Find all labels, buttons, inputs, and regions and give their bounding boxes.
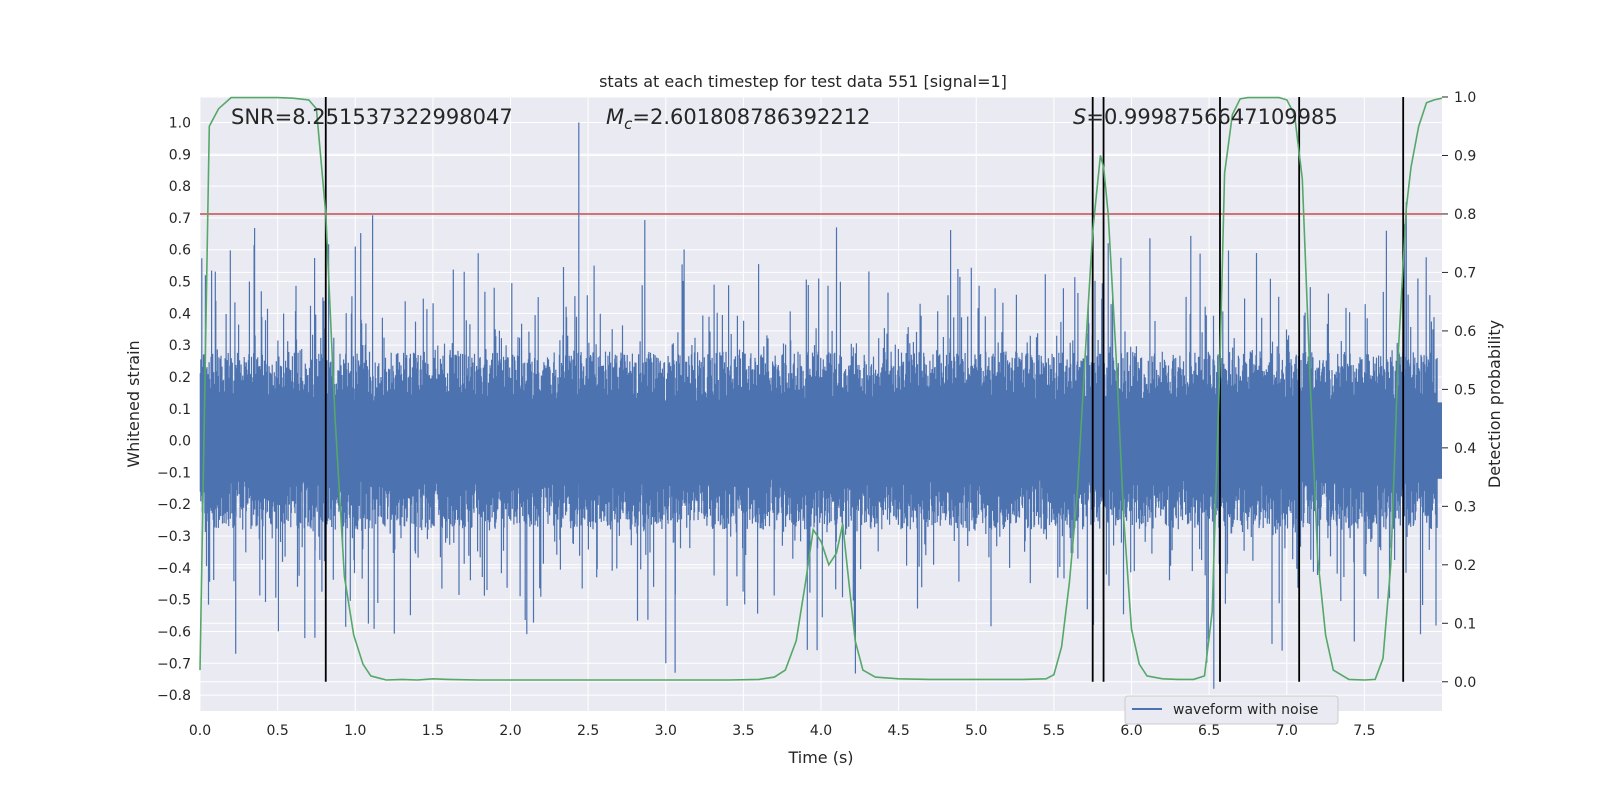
left-y-tick-label: 1.0 xyxy=(169,115,191,131)
x-tick-label: 3.0 xyxy=(655,723,677,739)
snr-annotation: SNR=8.251537322998047 xyxy=(231,105,513,129)
x-tick-label: 1.0 xyxy=(344,723,366,739)
left-y-tick-label: 0.0 xyxy=(169,434,191,450)
x-tick-label: 7.0 xyxy=(1276,723,1298,739)
x-tick-label: 4.0 xyxy=(810,723,832,739)
x-tick-label: 4.5 xyxy=(887,723,909,739)
x-tick-label: 3.5 xyxy=(732,723,754,739)
chirp-mass-subscript: c xyxy=(624,115,633,133)
chart-title: stats at each timestep for test data 551… xyxy=(599,72,1007,91)
right-y-axis-label: Detection probability xyxy=(1485,320,1504,488)
x-tick-label: 7.5 xyxy=(1353,723,1375,739)
score-symbol: S xyxy=(1073,105,1086,129)
left-y-axis-ticks: −0.8 −0.7 −0.6 −0.5 −0.4 −0.3 −0.2 −0.1 0.0 0.1 0.… xyxy=(157,115,191,704)
x-tick-label: 1.5 xyxy=(422,723,444,739)
chirp-mass-symbol: M xyxy=(606,105,624,129)
right-y-tick-label: 0.8 xyxy=(1454,207,1476,223)
left-y-tick-label: 0.2 xyxy=(169,370,191,386)
x-tick-label: 0.5 xyxy=(266,723,288,739)
right-y-tick-label: 0.0 xyxy=(1454,675,1476,691)
left-y-tick-label: −0.3 xyxy=(157,529,191,545)
legend-label: waveform with noise xyxy=(1173,702,1318,718)
left-y-tick-label: 0.6 xyxy=(169,243,191,259)
right-y-tick-label: 0.1 xyxy=(1454,616,1476,632)
left-y-tick-label: −0.5 xyxy=(157,593,191,609)
chirp-mass-annotation: Mc=2.601808786392212 xyxy=(606,105,870,133)
x-tick-label: 6.5 xyxy=(1198,723,1220,739)
left-y-tick-label: 0.5 xyxy=(169,275,191,291)
x-axis-ticks: 0.0 0.5 1.0 1.5 2.0 2.5 3.0 3.5 4.0 4.5 5.0 5.5 6.0 6… xyxy=(189,723,1376,739)
right-y-tick-label: 0.4 xyxy=(1454,441,1476,457)
right-y-tick-label: 0.2 xyxy=(1454,558,1476,574)
x-tick-label: 5.0 xyxy=(965,723,987,739)
chirp-mass-value: =2.601808786392212 xyxy=(632,105,870,129)
left-y-tick-label: −0.8 xyxy=(157,688,191,704)
waveform-spike-lines xyxy=(199,122,1438,689)
detection-probability-line xyxy=(199,96,1443,681)
right-y-tick-label: 0.3 xyxy=(1454,499,1476,515)
left-y-tick-label: 0.8 xyxy=(169,179,191,195)
left-y-tick-label: 0.4 xyxy=(169,306,191,322)
score-annotation: S=0.9998756647109985 xyxy=(1073,105,1338,129)
score-value: =0.9998756647109985 xyxy=(1086,105,1337,129)
left-y-tick-label: −0.4 xyxy=(157,561,191,577)
right-y-tick-label: 0.7 xyxy=(1454,265,1476,281)
left-y-tick-label: −0.6 xyxy=(157,624,191,640)
x-tick-label: 2.5 xyxy=(577,723,599,739)
left-y-tick-label: −0.7 xyxy=(157,656,191,672)
legend-box xyxy=(1124,695,1339,725)
waveform-spikes xyxy=(199,122,1438,689)
event-markers xyxy=(324,97,1405,682)
right-y-axis-ticks: 0.0 0.1 0.2 0.3 0.4 0.5 0.6 0.7 0.8 0.9 1.0 xyxy=(1442,90,1476,691)
left-y-tick-label: 0.9 xyxy=(169,147,191,163)
left-y-tick-label: 0.7 xyxy=(169,211,191,227)
x-axis-label: Time (s) xyxy=(787,748,853,767)
x-tick-label: 5.5 xyxy=(1043,723,1065,739)
left-y-tick-label: 0.1 xyxy=(169,402,191,418)
x-tick-label: 0.0 xyxy=(189,723,211,739)
right-y-tick-label: 0.9 xyxy=(1454,148,1476,164)
legend: waveform with noise xyxy=(1124,695,1339,725)
left-y-tick-label: 0.3 xyxy=(169,338,191,354)
right-y-tick-label: 1.0 xyxy=(1454,90,1476,106)
left-y-tick-label: −0.1 xyxy=(157,465,191,481)
x-tick-label: 2.0 xyxy=(499,723,521,739)
left-y-tick-label: −0.2 xyxy=(157,497,191,513)
right-y-tick-label: 0.6 xyxy=(1454,324,1476,340)
x-tick-label: 6.0 xyxy=(1120,723,1142,739)
right-y-tick-label: 0.5 xyxy=(1454,382,1476,398)
left-y-axis-label: Whitened strain xyxy=(124,340,143,467)
